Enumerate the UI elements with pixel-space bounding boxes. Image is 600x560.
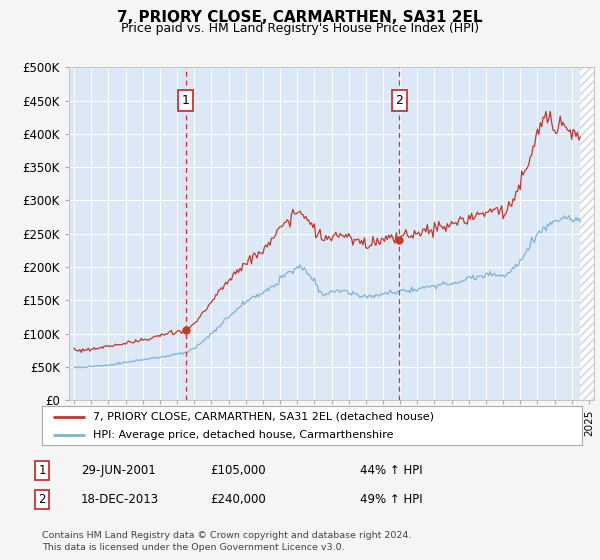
Text: HPI: Average price, detached house, Carmarthenshire: HPI: Average price, detached house, Carm… — [94, 430, 394, 440]
Text: Price paid vs. HM Land Registry's House Price Index (HPI): Price paid vs. HM Land Registry's House … — [121, 22, 479, 35]
Text: 49% ↑ HPI: 49% ↑ HPI — [360, 493, 422, 506]
Text: 2: 2 — [395, 94, 403, 107]
Text: 29-JUN-2001: 29-JUN-2001 — [81, 464, 156, 477]
Text: £240,000: £240,000 — [210, 493, 266, 506]
Text: 1: 1 — [38, 464, 46, 477]
Text: Contains HM Land Registry data © Crown copyright and database right 2024.
This d: Contains HM Land Registry data © Crown c… — [42, 531, 412, 552]
Text: 44% ↑ HPI: 44% ↑ HPI — [360, 464, 422, 477]
Text: 2: 2 — [38, 493, 46, 506]
Text: 7, PRIORY CLOSE, CARMARTHEN, SA31 2EL (detached house): 7, PRIORY CLOSE, CARMARTHEN, SA31 2EL (d… — [94, 412, 434, 422]
Text: 7, PRIORY CLOSE, CARMARTHEN, SA31 2EL: 7, PRIORY CLOSE, CARMARTHEN, SA31 2EL — [117, 10, 483, 25]
Text: 1: 1 — [182, 94, 190, 107]
Text: £105,000: £105,000 — [210, 464, 266, 477]
Text: 18-DEC-2013: 18-DEC-2013 — [81, 493, 159, 506]
